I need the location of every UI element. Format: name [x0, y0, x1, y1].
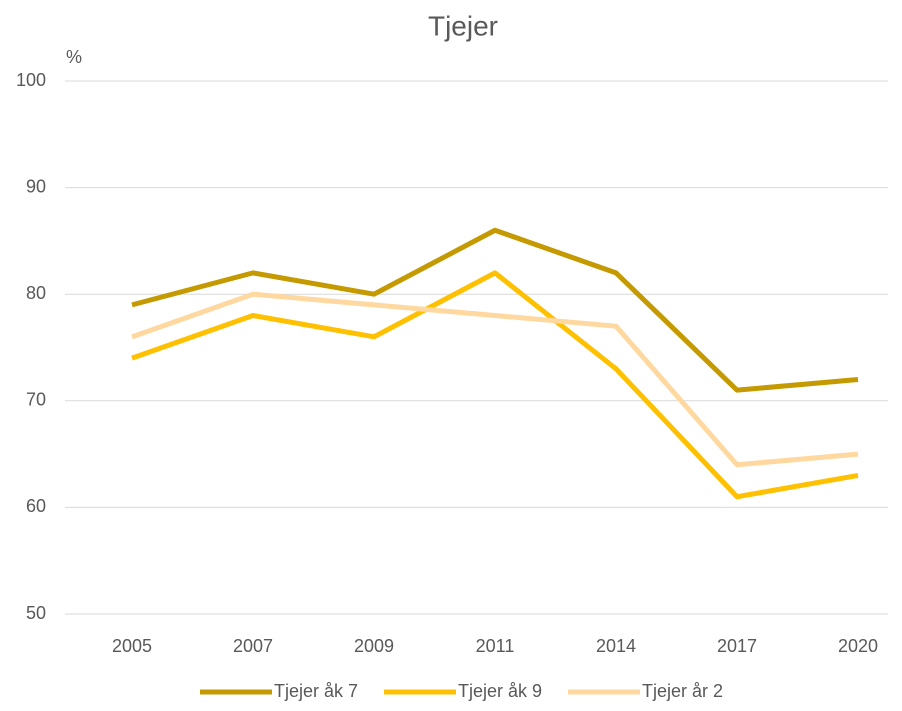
y-tick-label: 100 [16, 70, 46, 90]
y-tick-label: 70 [26, 390, 46, 410]
legend-label: Tjejer åk 9 [458, 681, 542, 701]
x-tick-label: 2017 [717, 636, 757, 656]
series-line [131, 270, 859, 500]
y-axis-label: % [66, 47, 82, 67]
x-tick-label: 2011 [476, 636, 515, 656]
x-tick-label: 2014 [596, 636, 636, 656]
chart-title: Tjejer [428, 10, 498, 41]
x-tick-label: 2009 [354, 636, 394, 656]
series-line [131, 227, 859, 393]
legend-label: Tjejer åk 7 [274, 681, 358, 701]
legend-label: Tjejer år 2 [642, 681, 723, 701]
y-tick-label: 90 [26, 176, 46, 196]
x-tick-label: 2020 [838, 636, 878, 656]
x-tick-label: 2005 [112, 636, 152, 656]
y-tick-label: 60 [26, 496, 46, 516]
x-tick-label: 2007 [233, 636, 273, 656]
y-tick-label: 50 [26, 603, 46, 623]
series-line [131, 291, 859, 468]
y-tick-label: 80 [26, 283, 46, 303]
